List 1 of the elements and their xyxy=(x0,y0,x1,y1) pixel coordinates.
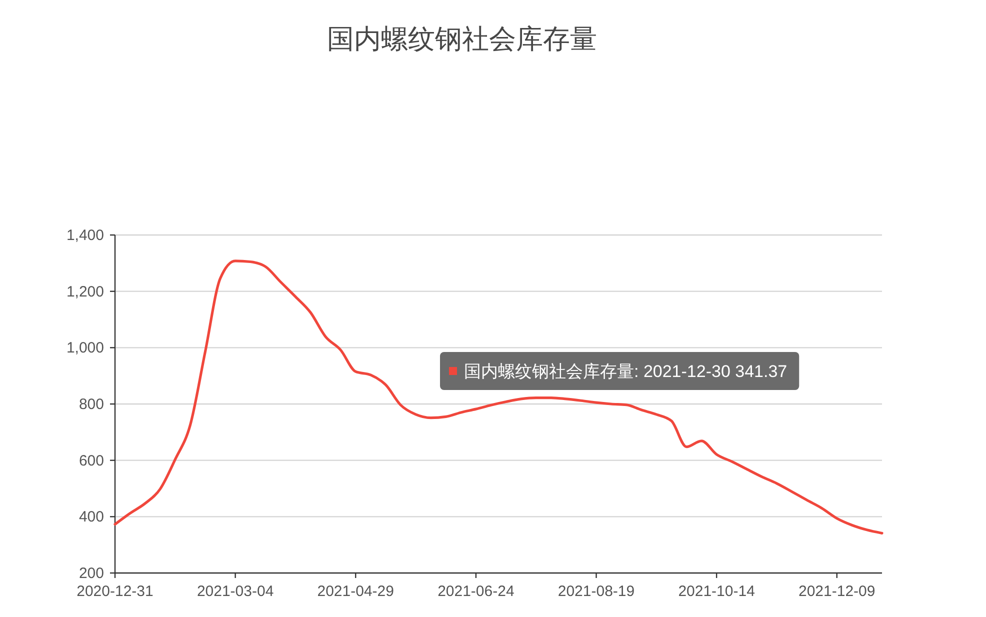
title: 国内螺纹钢社会库存量 xyxy=(327,24,597,54)
